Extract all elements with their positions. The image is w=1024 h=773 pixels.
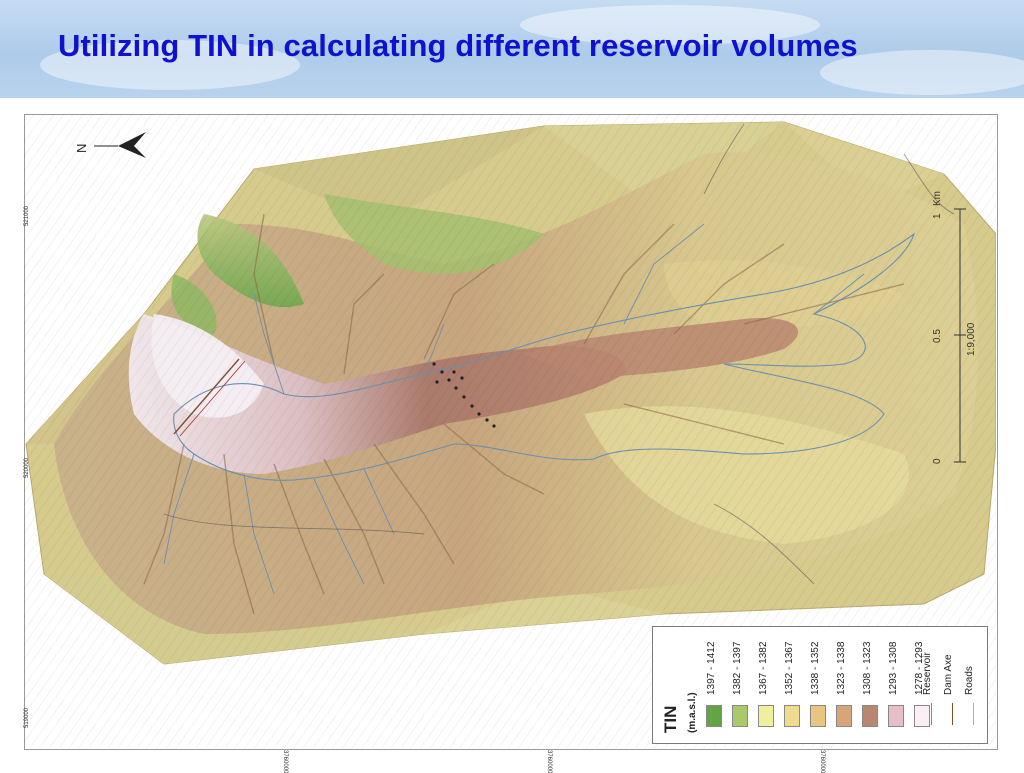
- legend-class-label: 1382 - 1397: [732, 641, 743, 695]
- legend-class-label: 1367 - 1382: [758, 641, 769, 695]
- header-cloud: [520, 5, 820, 45]
- map-legend: TIN (m.a.s.l.) 1397 - 1412 1382 - 1397 1…: [652, 626, 988, 744]
- legend-class-label: 1293 - 1308: [888, 641, 899, 695]
- legend-class-label: 1397 - 1412: [706, 641, 717, 695]
- legend-dam-axe-line: [952, 703, 953, 725]
- slide-title: Utilizing TIN in calculating different r…: [58, 28, 858, 63]
- scale-bar: [954, 208, 966, 463]
- legend-swatch-1352-1367: [784, 705, 800, 727]
- reservoir-tributaries: [163, 223, 865, 595]
- slide-header: Utilizing TIN in calculating different r…: [0, 0, 1024, 98]
- legend-line-label: Dam Axe: [943, 654, 954, 695]
- header-cloud: [40, 40, 300, 90]
- legend-swatch-1278-1293: [914, 705, 930, 727]
- dam-axe-line: [173, 358, 240, 435]
- legend-title: TIN: [661, 705, 680, 733]
- coord-bottom-1: 3760000: [282, 750, 288, 773]
- legend-class-label: 1323 - 1338: [836, 641, 847, 695]
- dam-axe-line: [179, 360, 246, 437]
- legend-swatch-1397-1412: [706, 705, 722, 727]
- legend-swatch-1308-1323: [862, 705, 878, 727]
- legend-reservoir-line: [931, 703, 932, 725]
- scale-tick-half: 0.5: [932, 329, 943, 343]
- coord-left-2: 520000: [24, 457, 30, 478]
- scale-tick-0: 0: [932, 458, 943, 464]
- scale-unit: Km: [932, 191, 943, 206]
- coord-bottom-2: 3760000: [546, 750, 552, 773]
- north-arrow: [94, 132, 146, 158]
- legend-class-label: 1338 - 1352: [810, 641, 821, 695]
- legend-swatch-1367-1382: [758, 705, 774, 727]
- coord-left-3: 519000: [24, 707, 30, 728]
- north-label: N: [74, 144, 89, 153]
- scale-tick-1: 1: [932, 213, 943, 219]
- legend-line-label: Reservoir: [922, 652, 933, 695]
- reservoir-outline: [173, 232, 916, 481]
- legend-unit: (m.a.s.l.): [687, 692, 698, 733]
- coord-bottom-3: 3760000: [819, 750, 825, 773]
- legend-class-label: 1308 - 1323: [862, 641, 873, 695]
- scale-ratio: 1:9,000: [966, 322, 977, 356]
- legend-roads-line: [973, 703, 974, 725]
- legend-class-label: 1352 - 1367: [784, 641, 795, 695]
- roads: [163, 123, 955, 585]
- tin-map: N: [24, 114, 996, 748]
- survey-points: [432, 362, 496, 428]
- legend-swatch-1323-1338: [836, 705, 852, 727]
- legend-swatch-1382-1397: [732, 705, 748, 727]
- coord-left-1: 521000: [24, 205, 30, 226]
- header-cloud: [820, 50, 1024, 95]
- legend-swatch-1338-1352: [810, 705, 826, 727]
- legend-swatch-1293-1308: [888, 705, 904, 727]
- legend-line-label: Roads: [964, 666, 975, 695]
